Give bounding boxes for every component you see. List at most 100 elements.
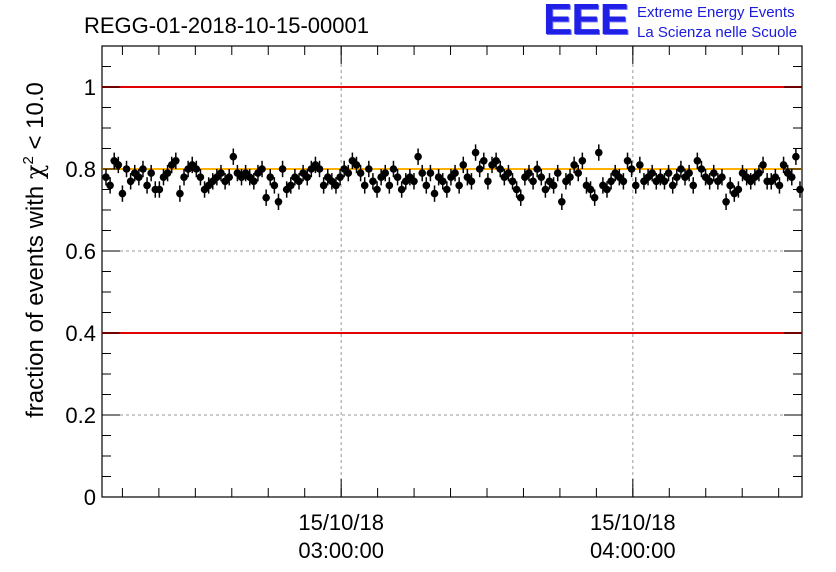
data-point xyxy=(155,185,164,194)
grid-layer xyxy=(102,46,802,497)
data-point xyxy=(274,198,283,206)
data-point xyxy=(607,177,615,186)
data-point xyxy=(278,165,287,173)
data-point xyxy=(627,165,636,173)
data-point xyxy=(139,165,147,173)
logo-letters: EEE xyxy=(543,0,629,44)
data-point xyxy=(262,193,270,202)
logo-line-2: La Scienza nelle Scuole xyxy=(637,24,798,41)
data-point xyxy=(225,173,233,181)
data-point xyxy=(295,177,303,186)
y-tick-label: 1 xyxy=(84,75,96,100)
data-point xyxy=(570,161,578,169)
data-point xyxy=(258,165,266,173)
data-point xyxy=(438,177,447,186)
data-point xyxy=(418,169,427,177)
data-point xyxy=(303,173,312,181)
data-point xyxy=(709,169,718,177)
data-point xyxy=(422,181,431,190)
data-point xyxy=(755,169,763,177)
data-point xyxy=(332,181,340,190)
data-point xyxy=(533,165,541,173)
data-point xyxy=(636,161,644,169)
data-point xyxy=(660,177,669,186)
data-point xyxy=(475,165,484,173)
data-point xyxy=(229,152,238,161)
y-tick-label: 0.4 xyxy=(65,321,96,346)
data-point xyxy=(176,189,184,198)
data-point xyxy=(385,181,394,190)
data-point xyxy=(430,189,439,198)
data-point xyxy=(594,148,603,157)
data-point xyxy=(541,185,550,194)
data-point xyxy=(410,177,418,186)
data-point xyxy=(270,181,279,190)
data-point xyxy=(102,173,110,181)
data-point xyxy=(467,177,476,186)
data-point xyxy=(122,165,131,173)
data-point xyxy=(319,181,328,190)
y-tick-label: 0.2 xyxy=(65,403,96,428)
run-title: REGG-01-2018-10-15-00001 xyxy=(84,13,369,38)
data-point xyxy=(135,173,143,181)
x-tick-time: 04:00:00 xyxy=(590,538,676,563)
plot-frame xyxy=(101,45,803,498)
data-point xyxy=(369,177,377,186)
data-point xyxy=(443,185,451,194)
axes: 0 0.2 0.4 0.6 0.8 1 15/10/18 03:00:00 15/10/18 04… xyxy=(65,45,802,563)
data-point xyxy=(286,181,295,190)
data-point xyxy=(373,185,381,194)
data-point xyxy=(578,157,587,165)
data-point xyxy=(360,181,369,190)
data-point xyxy=(393,173,402,181)
data-point xyxy=(344,169,353,177)
data-point xyxy=(648,169,656,177)
data-point xyxy=(114,161,123,169)
data-point xyxy=(459,161,468,169)
data-point xyxy=(479,157,488,165)
data-point xyxy=(180,173,188,181)
data-point xyxy=(106,181,114,190)
data-point xyxy=(250,177,258,186)
data-point xyxy=(529,177,537,186)
eee-logo: EEE Extreme Energy Events La Scienza nel… xyxy=(543,0,833,46)
data-point xyxy=(590,193,599,202)
data-point xyxy=(734,185,743,194)
reference-lines xyxy=(102,86,802,334)
data-point xyxy=(266,173,275,181)
data-point xyxy=(356,169,365,177)
data-point xyxy=(631,181,640,190)
data-point xyxy=(673,173,681,181)
data-point xyxy=(759,161,767,169)
data-point xyxy=(553,169,562,177)
y-tick-label: 0.6 xyxy=(65,239,96,264)
data-point xyxy=(315,165,324,173)
data-point xyxy=(471,148,480,157)
data-point xyxy=(451,169,459,177)
data-point xyxy=(496,165,505,173)
data-point xyxy=(574,169,583,177)
y-tick-label: 0.8 xyxy=(65,157,96,182)
data-point xyxy=(771,173,780,181)
data-point xyxy=(426,169,435,177)
data-point xyxy=(586,185,595,194)
data-point xyxy=(143,181,151,190)
data-point xyxy=(619,177,628,186)
data-point xyxy=(792,152,800,161)
data-point xyxy=(365,165,373,173)
data-point xyxy=(217,169,225,177)
data-point xyxy=(504,169,513,177)
data-point xyxy=(508,177,517,186)
data-point xyxy=(726,181,734,190)
data-point xyxy=(118,189,127,198)
data-point xyxy=(668,181,677,190)
data-point xyxy=(718,173,726,181)
data-point xyxy=(623,157,632,165)
data-point xyxy=(455,181,463,190)
x-tick-date: 15/10/18 xyxy=(298,510,384,535)
data-point xyxy=(172,157,180,165)
data-point xyxy=(549,181,558,190)
x-tick-time: 03:00:00 xyxy=(298,538,384,563)
y-tick-label: 0 xyxy=(84,485,96,510)
